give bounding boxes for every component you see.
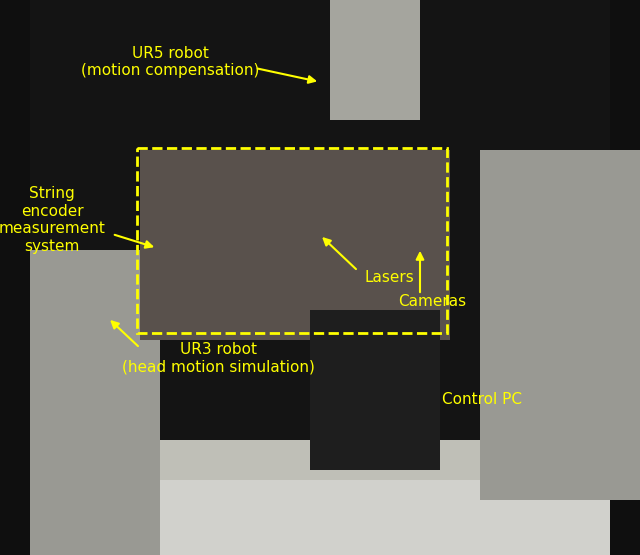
Text: String
encoder
measurement
system: String encoder measurement system: [0, 186, 106, 254]
Text: Lasers: Lasers: [365, 270, 415, 285]
Text: UR5 robot
(motion compensation): UR5 robot (motion compensation): [81, 46, 259, 78]
Text: UR3 robot
(head motion simulation): UR3 robot (head motion simulation): [122, 342, 314, 374]
Text: Control PC: Control PC: [442, 392, 522, 407]
Text: Cameras: Cameras: [398, 295, 466, 310]
Bar: [137, 148, 447, 333]
